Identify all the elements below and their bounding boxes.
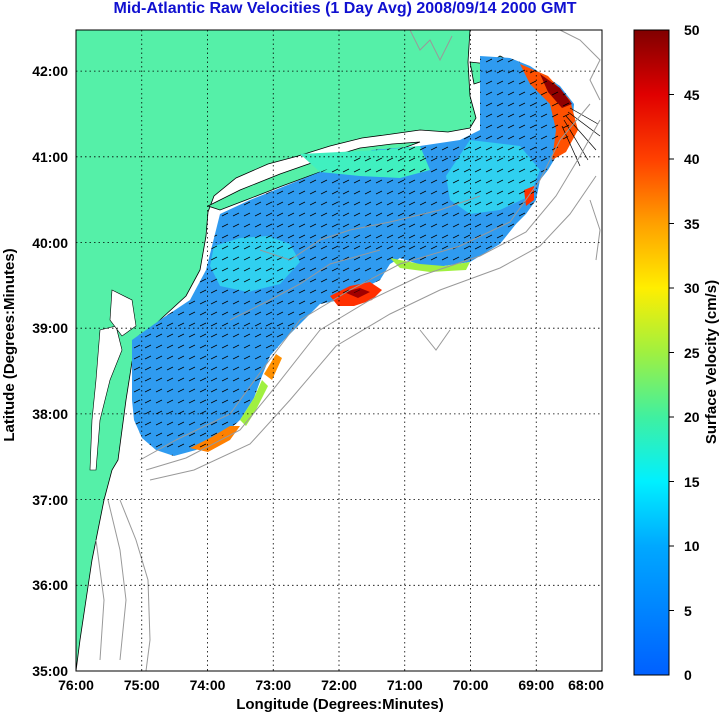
colorbar-tick: 50 <box>684 22 700 38</box>
x-tick: 70:00 <box>453 677 489 693</box>
colorbar-tick-labels: 0 5 10 15 20 25 30 35 40 45 50 <box>684 22 700 683</box>
colorbar-tick: 35 <box>684 216 700 232</box>
x-tick: 74:00 <box>190 677 226 693</box>
colorbar-tick: 40 <box>684 151 700 167</box>
y-tick: 38:00 <box>32 406 68 422</box>
x-axis-label: Longitude (Degrees:Minutes) <box>236 696 444 713</box>
colorbar-tick-marks <box>669 94 674 611</box>
colorbar-tick: 15 <box>684 474 700 490</box>
x-tick: 73:00 <box>255 677 291 693</box>
map-title: Mid-Atlantic Raw Velocities (1 Day Avg) … <box>113 0 577 17</box>
colorbar-tick: 0 <box>684 667 692 683</box>
y-tick: 36:00 <box>32 577 68 593</box>
y-tick: 41:00 <box>32 149 68 165</box>
x-tick: 75:00 <box>124 677 160 693</box>
chesapeake-bay <box>89 325 123 471</box>
colorbar <box>633 29 670 676</box>
colorbar-tick: 5 <box>684 603 692 619</box>
x-tick: 71:00 <box>387 677 423 693</box>
y-tick: 39:00 <box>32 320 68 336</box>
x-tick: 68:00 <box>568 677 604 693</box>
land-mass <box>76 30 477 671</box>
arrow-fan-capecod <box>561 107 601 167</box>
bathymetry-contours <box>95 30 601 671</box>
grid-lines <box>76 30 602 671</box>
x-tick: 76:00 <box>58 677 94 693</box>
plot-frame <box>75 29 603 672</box>
colorbar-tick: 30 <box>684 280 700 296</box>
colorbar-tick: 25 <box>684 345 700 361</box>
y-tick: 42:00 <box>32 63 68 79</box>
y-tick-labels: 35:00 36:00 37:00 38:00 39:00 40:00 41:0… <box>32 63 68 679</box>
y-tick: 37:00 <box>32 492 68 508</box>
velocity-edge-green-2 <box>240 380 268 426</box>
colorbar-label: Surface Velocity (cm/s) <box>703 280 720 444</box>
y-axis-label: Latitude (Degrees:Minutes) <box>1 248 18 441</box>
colorbar-tick: 20 <box>684 409 700 425</box>
velocity-hotspot-mid <box>264 354 282 380</box>
colorbar-tick: 10 <box>684 538 700 554</box>
colorbar-tick: 45 <box>684 87 700 103</box>
y-tick: 35:00 <box>32 663 68 679</box>
velocity-arrows <box>132 56 574 456</box>
delaware-bay <box>109 289 137 337</box>
x-tick: 72:00 <box>321 677 357 693</box>
long-island <box>206 141 421 211</box>
x-tick: 69:00 <box>518 677 554 693</box>
y-tick: 40:00 <box>32 235 68 251</box>
x-tick-labels: 76:00 75:00 74:00 73:00 72:00 71:00 70:0… <box>58 677 604 693</box>
